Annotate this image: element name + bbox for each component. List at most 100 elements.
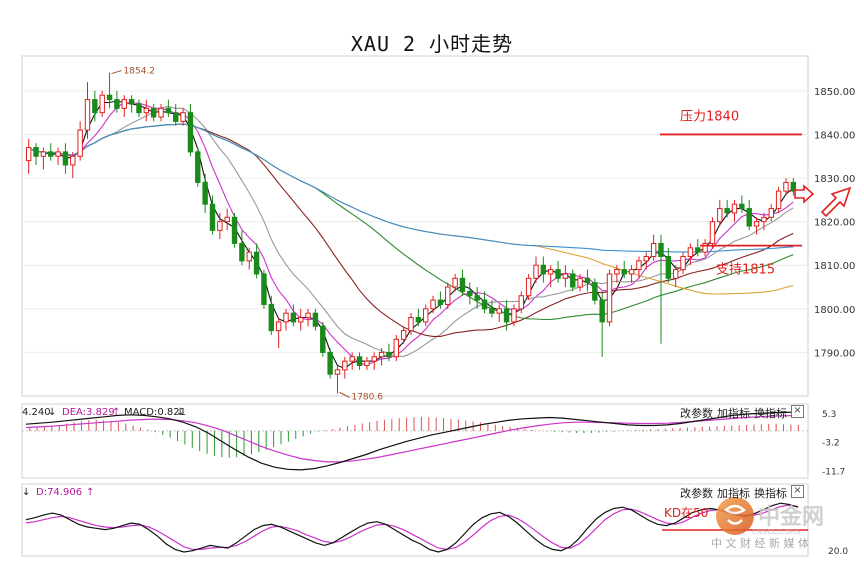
candlestick bbox=[518, 291, 524, 314]
candlestick bbox=[628, 265, 635, 283]
candlestick bbox=[99, 90, 105, 118]
kd-switch-indicator-button[interactable]: 换指标 bbox=[754, 487, 787, 500]
macd-panel: 5.3 -3.2 -11.7 4.240 ↓ DEA:3.829 ↑ MACD:0.… bbox=[21, 403, 845, 479]
candle-body bbox=[283, 312, 289, 323]
candle-body bbox=[621, 269, 627, 275]
candle-body bbox=[555, 269, 561, 279]
candle-body bbox=[717, 208, 723, 223]
candle-body bbox=[650, 242, 657, 258]
candle-body bbox=[445, 286, 451, 305]
candle-body bbox=[334, 369, 341, 375]
candle-body bbox=[231, 216, 238, 244]
candle-body bbox=[577, 277, 583, 288]
candlestick bbox=[187, 103, 194, 157]
candle-body bbox=[349, 356, 355, 362]
candle-body bbox=[533, 264, 539, 279]
candlestick bbox=[165, 99, 172, 118]
candle-body bbox=[746, 208, 752, 227]
kd-tick-label: 20.0 bbox=[828, 547, 848, 557]
candle-body bbox=[320, 325, 326, 353]
candle-body bbox=[775, 190, 782, 210]
kd-d-value: D:74.906 bbox=[36, 487, 82, 498]
candlestick bbox=[437, 291, 444, 309]
candlestick bbox=[672, 265, 679, 288]
macd-tick-label: -11.7 bbox=[822, 467, 845, 477]
kd-add-indicator-button[interactable]: 加指标 bbox=[717, 487, 750, 500]
candle-body bbox=[224, 216, 230, 223]
candlestick bbox=[695, 239, 701, 257]
price-tick-label: 1790.00 bbox=[814, 348, 855, 359]
candle-body bbox=[92, 99, 98, 114]
macd-change-params-button[interactable]: 改参数 bbox=[680, 407, 713, 420]
macd-close-icon[interactable]: × bbox=[791, 405, 804, 418]
candle-body bbox=[584, 277, 591, 284]
candle-body bbox=[187, 112, 194, 153]
candlestick bbox=[702, 239, 708, 257]
candlestick bbox=[746, 199, 752, 231]
support-resistance-lines bbox=[660, 133, 802, 247]
candlestick bbox=[158, 103, 164, 122]
candle-body bbox=[474, 295, 480, 301]
candle-body bbox=[422, 308, 429, 323]
candle-body bbox=[305, 312, 311, 319]
candle-body bbox=[217, 221, 223, 231]
candle-body bbox=[614, 269, 620, 275]
candlestick bbox=[474, 287, 480, 309]
candle-body bbox=[496, 308, 502, 314]
candlestick bbox=[290, 304, 297, 327]
candlestick bbox=[342, 356, 348, 379]
candle-body bbox=[195, 151, 201, 183]
candle-body bbox=[768, 208, 774, 218]
kd-change-params-button[interactable]: 改参数 bbox=[680, 487, 713, 500]
price-axis: 1790.00 1800.00 1810.00 1820.00 1830.00 1840.… bbox=[814, 87, 855, 360]
candle-body bbox=[165, 107, 172, 114]
candlestick bbox=[790, 178, 797, 196]
candlestick bbox=[209, 195, 216, 235]
candle-body bbox=[342, 360, 348, 371]
candle-body bbox=[783, 181, 789, 192]
arrow-right-icon bbox=[794, 184, 815, 204]
price-tick-label: 1830.00 bbox=[814, 174, 855, 185]
candlestick bbox=[246, 247, 252, 270]
candlestick bbox=[378, 348, 385, 366]
candlestick bbox=[298, 308, 304, 331]
candlestick bbox=[334, 365, 341, 394]
resistance-label: 压力1840 bbox=[680, 109, 739, 124]
candle-body bbox=[599, 299, 605, 323]
candlestick bbox=[283, 308, 289, 331]
macd-dea-value: DEA:3.829 bbox=[62, 407, 115, 418]
macd-macd-value: MACD:0.821 bbox=[124, 407, 186, 418]
candle-body bbox=[25, 147, 32, 162]
candlestick bbox=[364, 356, 370, 370]
candle-body bbox=[709, 221, 716, 244]
candlestick bbox=[327, 348, 333, 379]
candle-body bbox=[702, 242, 708, 253]
candlestick bbox=[195, 147, 201, 187]
watermark-site: CNGOLD.ORG bbox=[752, 528, 800, 536]
candle-body bbox=[540, 264, 547, 275]
candle-body bbox=[121, 99, 127, 109]
candlestick bbox=[621, 260, 627, 279]
candlestick bbox=[128, 95, 135, 113]
watermark-logo: 中金网 CNGOLD.ORG 中 文 财 经 新 媒 体 bbox=[711, 497, 824, 550]
low-label: 1780.6 bbox=[351, 392, 383, 402]
candlestick bbox=[481, 291, 488, 314]
candlestick bbox=[114, 90, 120, 113]
price-tick-label: 1810.00 bbox=[814, 261, 855, 272]
candlestick bbox=[496, 304, 502, 322]
candlestick bbox=[570, 269, 576, 292]
candlestick bbox=[422, 304, 429, 327]
macd-add-indicator-button[interactable]: 加指标 bbox=[717, 407, 750, 420]
candlestick bbox=[599, 291, 605, 357]
candlestick bbox=[467, 282, 473, 305]
candle-body bbox=[761, 216, 767, 223]
candle-body bbox=[209, 203, 216, 231]
watermark-brand: 中金网 bbox=[758, 504, 824, 530]
candle-body bbox=[84, 99, 91, 131]
candlestick bbox=[452, 273, 458, 292]
macd-switch-indicator-button[interactable]: 换指标 bbox=[754, 407, 787, 420]
price-tick-label: 1820.00 bbox=[814, 218, 855, 229]
kd-close-icon[interactable]: × bbox=[791, 485, 804, 498]
macd-dea-arrow-icon: ↑ bbox=[112, 407, 120, 418]
